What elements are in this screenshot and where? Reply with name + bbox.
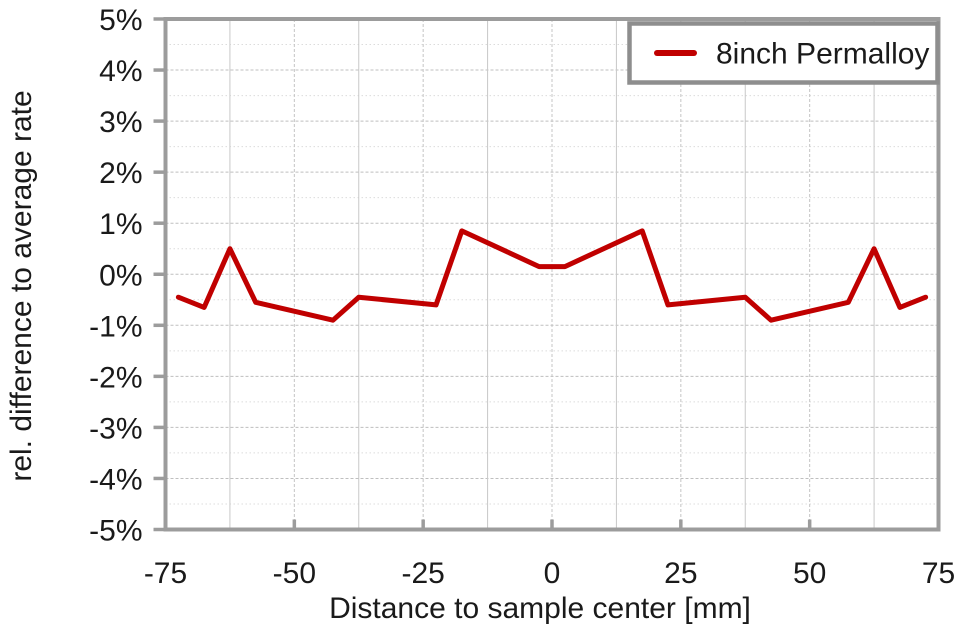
y-tick-label: 4% — [99, 55, 142, 88]
x-tick-label: 25 — [664, 557, 697, 590]
y-tick-label: 3% — [99, 106, 142, 139]
data-series — [175, 228, 929, 323]
gridlines — [165, 19, 939, 530]
x-tick-label: 50 — [793, 557, 826, 590]
y-tick-label: 1% — [99, 208, 142, 241]
y-tick-label: -4% — [89, 463, 142, 496]
tick-labels: 5% 4% 3% 2% 1% 0% -1% -2% -3% -4% -5%-75 -50 -25 0 25 5… — [89, 4, 955, 590]
x-axis-title: Distance to sample center [mm] — [329, 592, 751, 625]
y-tick-label: 0% — [99, 259, 142, 292]
series-line-8inch-permalloy — [175, 228, 929, 323]
legend: 8inch Permalloy — [627, 21, 940, 85]
y-tick-label: -1% — [89, 310, 142, 343]
y-tick-label: 2% — [99, 157, 142, 190]
y-axis-title: rel. difference to average rate — [5, 90, 38, 481]
x-tick-label: 75 — [922, 557, 955, 590]
y-tick-label: -3% — [89, 412, 142, 445]
x-tick-label: 0 — [544, 557, 561, 590]
x-tick-label: -50 — [273, 557, 316, 590]
y-tick-label: 5% — [99, 4, 142, 37]
legend-label: 8inch Permalloy — [716, 38, 929, 71]
y-tick-label: -5% — [89, 515, 142, 548]
x-tick-label: -25 — [401, 557, 444, 590]
x-tick-label: -75 — [144, 557, 187, 590]
plot-border — [163, 17, 941, 532]
y-tick-label: -2% — [89, 361, 142, 394]
